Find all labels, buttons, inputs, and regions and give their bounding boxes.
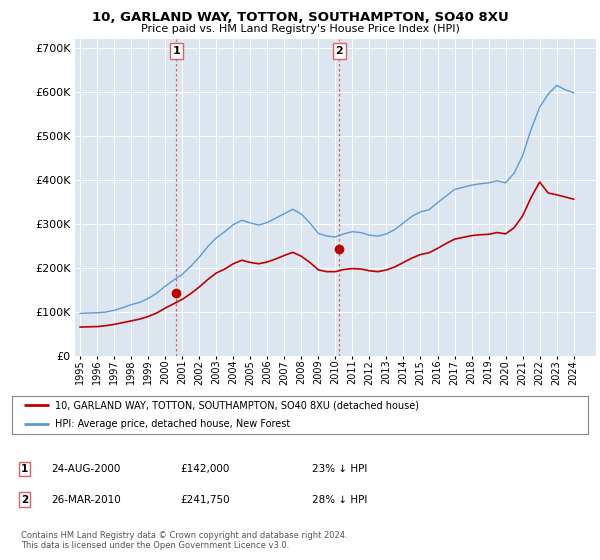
Text: 28% ↓ HPI: 28% ↓ HPI [312,494,367,505]
Text: £142,000: £142,000 [180,464,229,474]
Text: £241,750: £241,750 [180,494,230,505]
Text: HPI: Average price, detached house, New Forest: HPI: Average price, detached house, New … [55,419,290,430]
Text: 2: 2 [335,46,343,56]
Text: Contains HM Land Registry data © Crown copyright and database right 2024.
This d: Contains HM Land Registry data © Crown c… [21,531,347,550]
Text: 24-AUG-2000: 24-AUG-2000 [51,464,121,474]
Text: 10, GARLAND WAY, TOTTON, SOUTHAMPTON, SO40 8XU (detached house): 10, GARLAND WAY, TOTTON, SOUTHAMPTON, SO… [55,400,419,410]
Text: Price paid vs. HM Land Registry's House Price Index (HPI): Price paid vs. HM Land Registry's House … [140,24,460,34]
Text: 26-MAR-2010: 26-MAR-2010 [51,494,121,505]
Text: 2: 2 [21,494,28,505]
Text: 1: 1 [172,46,180,56]
Text: 10, GARLAND WAY, TOTTON, SOUTHAMPTON, SO40 8XU: 10, GARLAND WAY, TOTTON, SOUTHAMPTON, SO… [92,11,508,24]
Text: 23% ↓ HPI: 23% ↓ HPI [312,464,367,474]
Text: 1: 1 [21,464,28,474]
